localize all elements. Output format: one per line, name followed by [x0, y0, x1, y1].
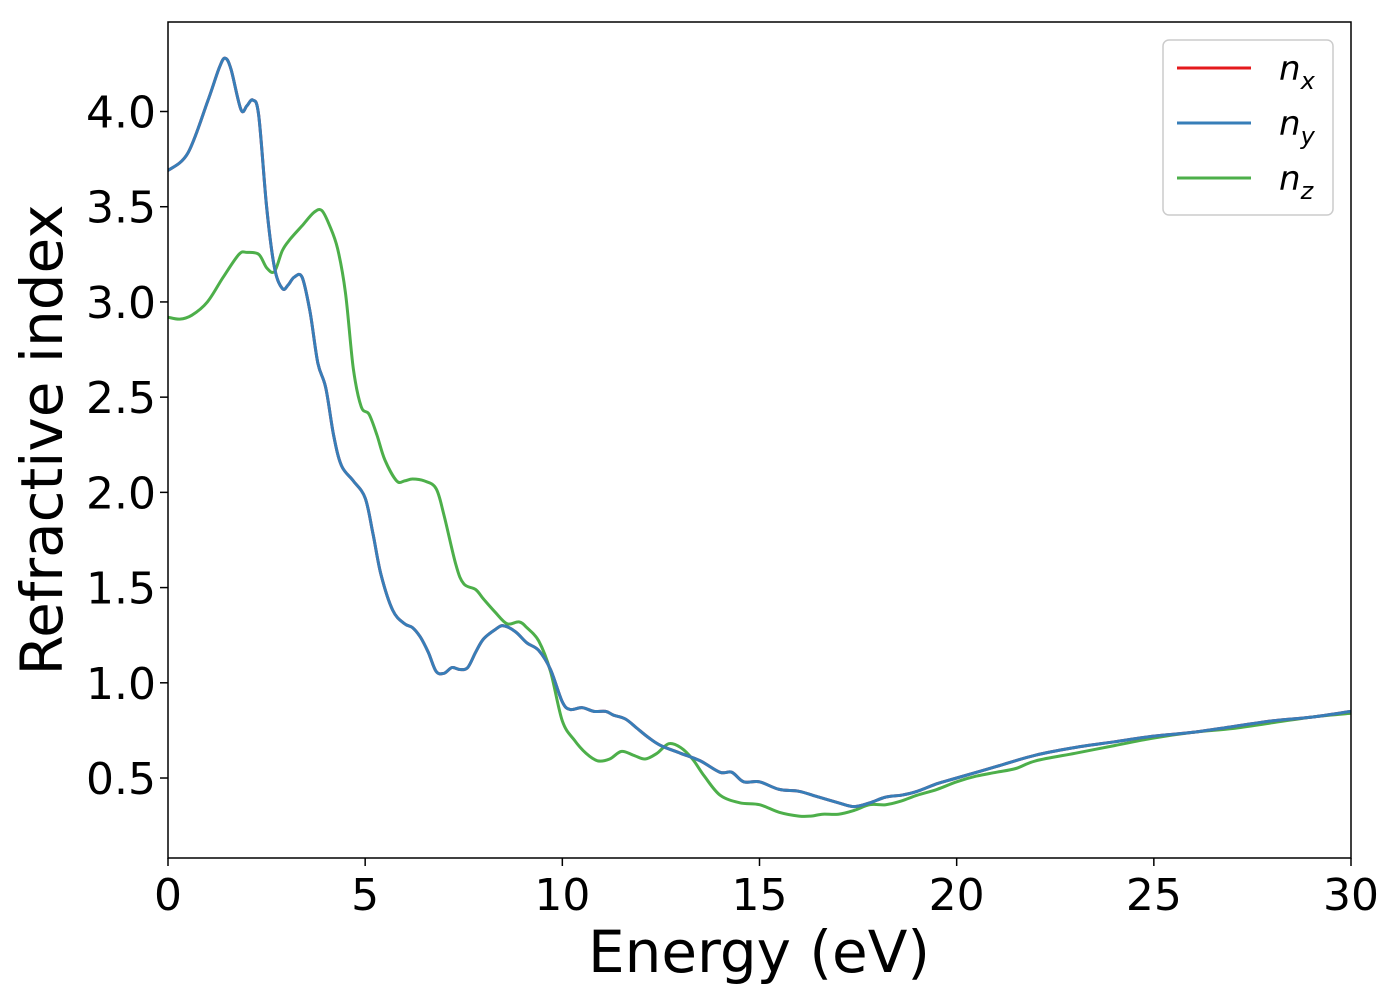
x-tick-label: 10: [534, 870, 590, 921]
y-tick-label: 3.5: [86, 183, 156, 234]
series-line-ny: [168, 56, 1351, 809]
x-tick-label: 20: [929, 870, 985, 921]
y-axis: 0.5 1.0 1.5 2.0 2.5 3.0 3.5 4.0: [86, 88, 168, 805]
x-tick-label: 25: [1126, 870, 1182, 921]
y-tick-label: 3.0: [86, 278, 156, 329]
y-tick-label: 4.0: [86, 88, 156, 139]
y-axis-label: Refractive index: [8, 204, 76, 675]
y-tick-label: 1.0: [86, 659, 156, 710]
series-layer: [168, 56, 1351, 818]
legend-entry-nx: nx: [1177, 49, 1316, 95]
y-tick-label: 2.0: [86, 468, 156, 519]
x-tick-label: 0: [154, 870, 182, 921]
legend-box: [1162, 39, 1334, 216]
x-tick-label: 15: [732, 870, 788, 921]
y-tick-label: 0.5: [86, 754, 156, 805]
x-axis-label: Energy (eV): [588, 918, 930, 986]
y-tick-label: 2.5: [86, 373, 156, 424]
x-tick-label: 5: [351, 870, 379, 921]
y-tick-label: 1.5: [86, 564, 156, 615]
series-line-nz: [168, 207, 1351, 818]
x-tick-label: 30: [1323, 870, 1379, 921]
x-axis: 0 5 10 15 20 25 30: [154, 858, 1379, 921]
